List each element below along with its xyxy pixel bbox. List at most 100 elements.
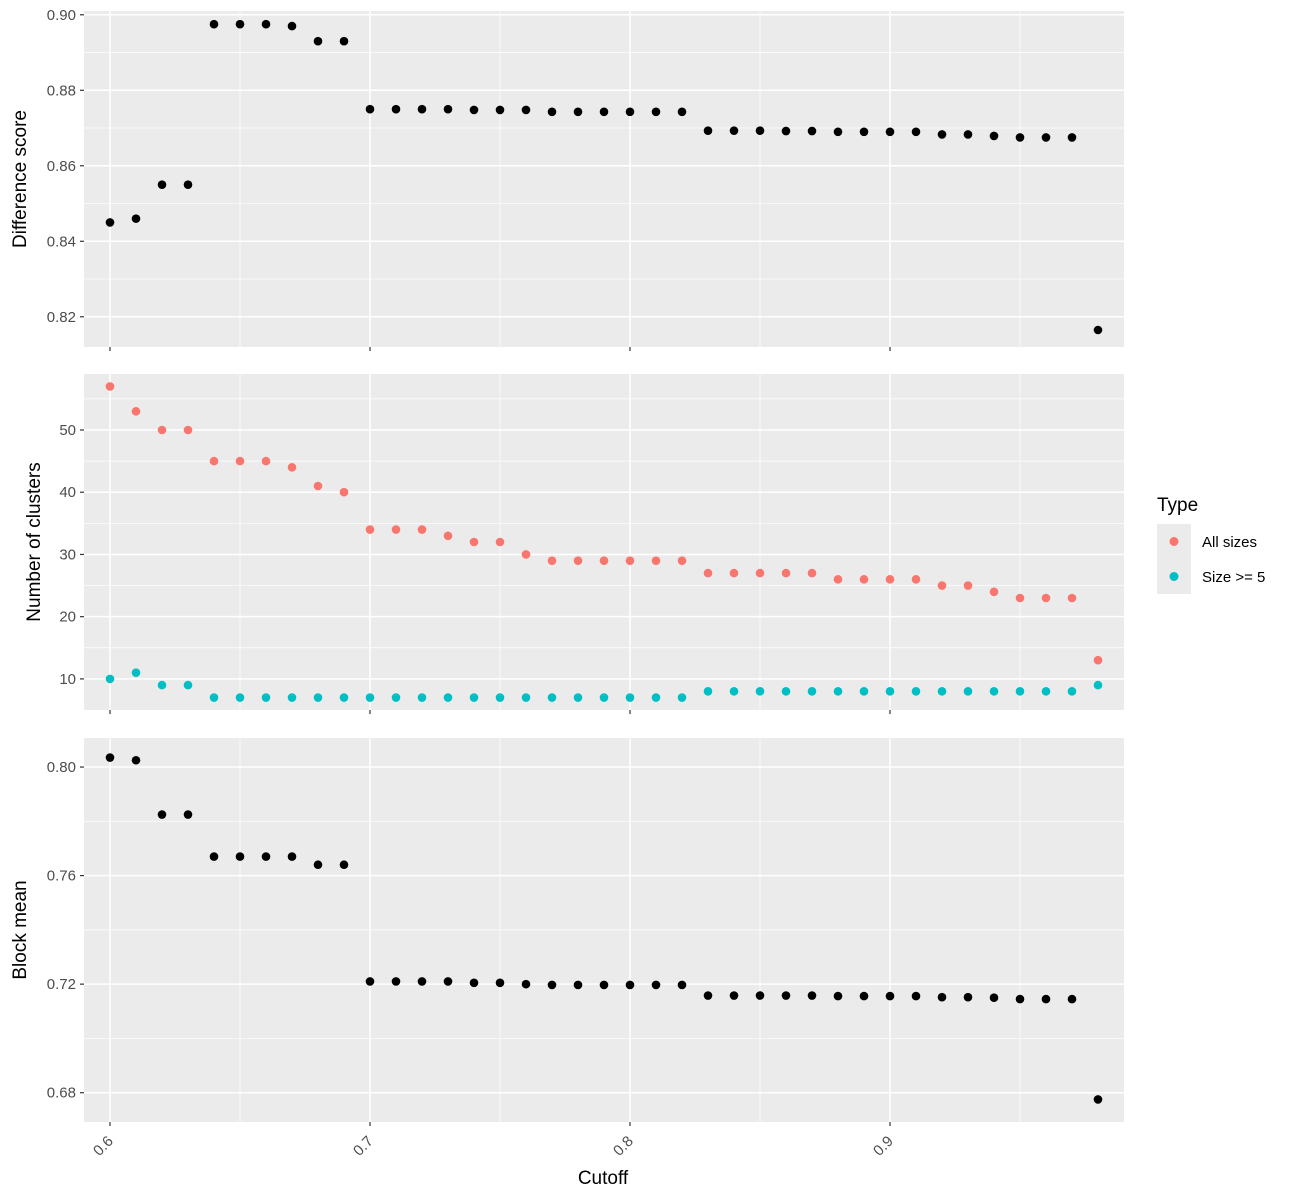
point-all-sizes [573, 556, 583, 565]
point-size-5 [365, 693, 375, 702]
point-size-5 [339, 693, 349, 702]
point-block-mean [547, 980, 557, 990]
point-size-5 [183, 680, 193, 690]
point-size-5 [937, 687, 947, 696]
point-difference-score [859, 127, 869, 137]
point-block-mean [703, 991, 713, 1000]
point-difference-score [131, 214, 141, 223]
y-tick-label: 50 [59, 422, 76, 439]
point-block-mean [1067, 994, 1077, 1004]
legend-title: Type [1157, 495, 1198, 516]
point-block-mean [989, 993, 999, 1003]
panels: 0.82 0.84 0.86 0.88 0.90 Difference score 10 20… [10, 7, 1124, 1160]
point-all-sizes [1015, 593, 1025, 603]
point-block-mean [469, 978, 479, 988]
point-difference-score [1041, 133, 1051, 142]
point-difference-score [105, 218, 115, 227]
point-difference-score [807, 126, 817, 136]
point-size-5 [755, 687, 765, 696]
point-difference-score [989, 131, 999, 141]
point-size-5 [677, 693, 687, 702]
point-difference-score [963, 130, 973, 139]
point-all-sizes [677, 556, 687, 565]
point-size-5 [1015, 687, 1025, 696]
point-difference-score [703, 126, 713, 135]
point-all-sizes [989, 587, 999, 597]
point-block-mean [365, 977, 375, 986]
y-tick-label: 20 [59, 609, 76, 626]
point-difference-score [1067, 133, 1077, 142]
point-block-mean [183, 810, 193, 819]
point-size-5 [417, 693, 427, 702]
legend-label-all-sizes: All sizes [1202, 534, 1257, 551]
point-difference-score [469, 105, 479, 115]
point-block-mean [209, 852, 219, 861]
y-tick-label: 0.68 [47, 1085, 76, 1102]
point-all-sizes [1067, 593, 1077, 603]
y-tick-label: 0.82 [47, 309, 76, 326]
point-all-sizes [1041, 593, 1051, 603]
point-block-mean [859, 991, 869, 1001]
point-all-sizes [547, 556, 557, 565]
panel-block-mean: 0.68 0.72 0.76 0.80 Block mean 0.6 0.7 0.8 0.9 [10, 738, 1124, 1160]
point-all-sizes [1093, 655, 1103, 665]
point-block-mean [885, 991, 895, 1001]
point-size-5 [729, 687, 739, 696]
point-block-mean [495, 978, 505, 988]
point-block-mean [1041, 994, 1051, 1004]
point-all-sizes [339, 487, 349, 497]
point-all-sizes [911, 575, 921, 584]
panel-difference-score: 0.82 0.84 0.86 0.88 0.90 Difference score [10, 7, 1124, 351]
point-difference-score [1015, 133, 1025, 142]
point-size-5 [313, 693, 323, 702]
point-all-sizes [521, 550, 531, 559]
point-difference-score [937, 130, 947, 139]
point-size-5 [495, 693, 505, 702]
point-block-mean [937, 992, 947, 1002]
point-difference-score [755, 126, 765, 135]
point-size-5 [781, 687, 791, 696]
panel-number-of-clusters: 10 20 30 40 50 Number of clusters [24, 374, 1124, 714]
point-difference-score [547, 107, 557, 117]
point-all-sizes [651, 556, 661, 565]
x-tick-label: 0.9 [870, 1133, 897, 1160]
y-tick-label: 0.80 [47, 759, 76, 776]
point-block-mean [313, 860, 323, 870]
point-size-5 [1041, 687, 1051, 696]
point-difference-score [625, 107, 635, 117]
point-block-mean [391, 977, 401, 986]
point-difference-score [1093, 325, 1103, 335]
point-difference-score [157, 180, 167, 189]
point-all-sizes [833, 575, 843, 584]
point-difference-score [365, 104, 375, 114]
point-block-mean [729, 991, 739, 1000]
point-difference-score [729, 126, 739, 135]
panel-background [84, 11, 1124, 347]
point-all-sizes [313, 481, 323, 491]
point-size-5 [1093, 680, 1103, 690]
y-tick-label: 0.88 [47, 82, 76, 99]
point-block-mean [755, 991, 765, 1000]
legend-dot-all-sizes [1169, 537, 1179, 546]
point-size-5 [599, 693, 609, 702]
point-all-sizes [183, 425, 193, 435]
point-block-mean [339, 860, 349, 870]
point-block-mean [157, 810, 167, 819]
point-all-sizes [417, 525, 427, 534]
y-tick-label: 0.84 [47, 233, 76, 250]
point-all-sizes [209, 456, 219, 466]
point-size-5 [235, 693, 245, 702]
point-difference-score [183, 180, 193, 189]
x-tick-label: 0.6 [90, 1133, 117, 1160]
point-difference-score [209, 19, 219, 29]
point-size-5 [651, 693, 661, 702]
x-tick-label: 0.7 [350, 1133, 377, 1160]
point-block-mean [261, 852, 271, 861]
y-tick-label: 0.72 [47, 976, 76, 993]
point-block-mean [1015, 994, 1025, 1004]
point-block-mean [651, 980, 661, 990]
point-block-mean [521, 979, 531, 989]
point-all-sizes [261, 456, 271, 466]
point-size-5 [885, 687, 895, 696]
